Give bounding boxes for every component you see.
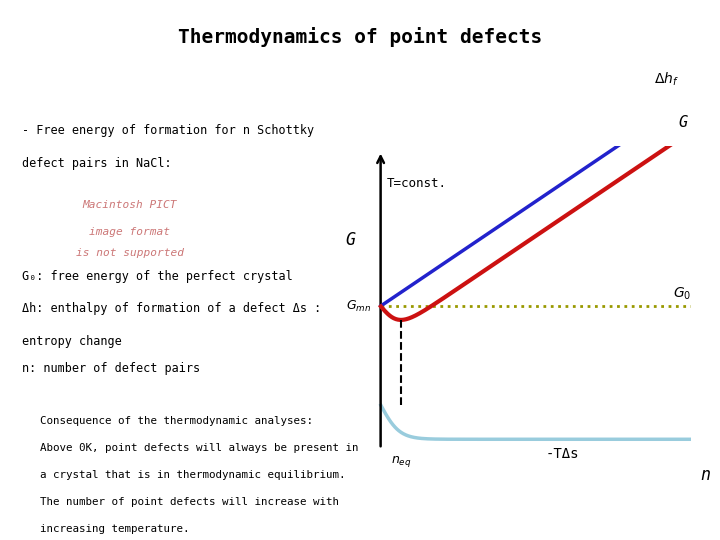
- Text: Above 0K, point defects will always be present in: Above 0K, point defects will always be p…: [40, 443, 358, 453]
- Text: $G_0$: $G_0$: [673, 286, 691, 302]
- Text: entropy change: entropy change: [22, 335, 122, 348]
- Text: is not supported: is not supported: [76, 248, 184, 259]
- Text: The number of point defects will increase with: The number of point defects will increas…: [40, 497, 338, 507]
- Text: T=const.: T=const.: [387, 177, 447, 190]
- Text: Thermodynamics of point defects: Thermodynamics of point defects: [178, 27, 542, 47]
- Text: defect pairs in NaCl:: defect pairs in NaCl:: [22, 157, 171, 170]
- Text: $n_{eq}$: $n_{eq}$: [391, 454, 411, 469]
- Text: G: G: [679, 115, 688, 130]
- Text: $G_{mn}$: $G_{mn}$: [346, 299, 372, 314]
- Text: $\Delta h_f$: $\Delta h_f$: [654, 71, 679, 89]
- Text: Consequence of the thermodynamic analyses:: Consequence of the thermodynamic analyse…: [40, 416, 312, 426]
- Text: a crystal that is in thermodynamic equilibrium.: a crystal that is in thermodynamic equil…: [40, 470, 345, 480]
- Text: n: n: [701, 465, 711, 484]
- Text: G: G: [346, 231, 356, 249]
- Text: -TΔs: -TΔs: [546, 447, 579, 461]
- Text: G₀: free energy of the perfect crystal: G₀: free energy of the perfect crystal: [22, 270, 292, 283]
- Text: - Free energy of formation for n Schottky: - Free energy of formation for n Schottk…: [22, 124, 314, 137]
- Text: increasing temperature.: increasing temperature.: [40, 524, 189, 534]
- Text: Δh: enthalpy of formation of a defect Δs :: Δh: enthalpy of formation of a defect Δs…: [22, 302, 321, 315]
- Text: Macintosh PICT: Macintosh PICT: [82, 200, 177, 210]
- Text: image format: image format: [89, 227, 170, 237]
- Text: n: number of defect pairs: n: number of defect pairs: [22, 362, 199, 375]
